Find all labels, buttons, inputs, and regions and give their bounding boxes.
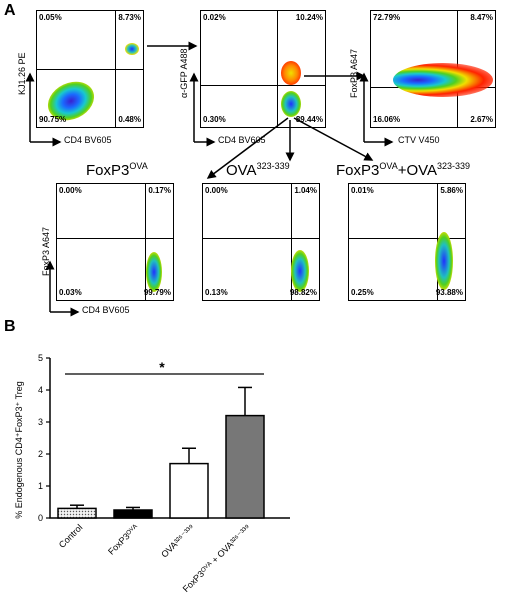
quad-ur: 0.17% [148, 186, 171, 195]
flow-plot-sub3: 0.01% 5.86% 0.25% 93.88% [348, 183, 466, 301]
flow-plot-sub2: 0.00% 1.04% 0.13% 98.82% [202, 183, 320, 301]
quad-lr: 99.79% [143, 288, 171, 297]
subplot-title-ova: OVA323-339 [226, 161, 290, 179]
quad-ul: 0.00% [205, 186, 228, 195]
x-axis-label: CD4 BV605 [82, 305, 130, 315]
panel-a-letter: A [4, 2, 16, 19]
quad-ul: 0.00% [59, 186, 82, 195]
quad-lr: 2.67% [470, 115, 493, 124]
flow-plot-sub1: 0.00% 0.17% 0.03% 99.79% [56, 183, 174, 301]
x-tick-label: Control [57, 522, 85, 550]
significance-star: * [159, 359, 165, 375]
x-axis-label: CD4 BV605 [218, 135, 266, 145]
quad-ur: 5.86% [440, 186, 463, 195]
y-tick-label: 3 [38, 417, 43, 427]
y-axis-label: % Endogenous CD4⁺FoxP3⁺ Treg [14, 381, 24, 519]
y-tick-label: 1 [38, 481, 43, 491]
flow-plot-ctv: 72.79% 8.47% 16.06% 2.67% [370, 10, 496, 128]
cell-population-kj [125, 43, 139, 55]
bar-0 [57, 507, 97, 519]
quad-lr: 93.88% [435, 288, 463, 297]
cell-population [146, 252, 162, 292]
y-tick-label: 5 [38, 353, 43, 363]
quad-ll: 0.30% [203, 115, 226, 124]
quad-ll: 90.75% [39, 115, 67, 124]
flow-plot-gfp: 0.02% 10.24% 0.30% 89.44% [200, 10, 326, 128]
quad-ll: 0.13% [205, 288, 228, 297]
quad-ur: 10.24% [295, 13, 323, 22]
cell-population [435, 232, 453, 290]
quad-ur: 8.73% [118, 13, 141, 22]
quad-lr: 89.44% [295, 115, 323, 124]
cell-population-gfp-neg [281, 91, 301, 117]
bar-3 [225, 414, 265, 519]
quad-lr: 98.82% [289, 288, 317, 297]
quad-ur: 8.47% [470, 13, 493, 22]
y-tick-label: 2 [38, 449, 43, 459]
quad-ur: 1.04% [294, 186, 317, 195]
subplot-title-foxp3ova: FoxP3OVA [86, 161, 148, 179]
flow-plot-kj126: 0.05% 8.73% 90.75% 0.48% [36, 10, 144, 128]
x-tick-label: OVA³²⁶⁻³³⁹ [159, 522, 196, 559]
cell-population-proliferation [393, 63, 493, 97]
panel-b-letter: B [4, 318, 16, 335]
bar-2 [169, 462, 209, 519]
gating-arrows [25, 41, 394, 317]
bar-1 [113, 509, 153, 519]
subplot-title-combo: FoxP3OVA+OVA323-339 [336, 161, 471, 179]
x-axis-label: CD4 BV605 [64, 135, 112, 145]
x-axis-label: CTV V450 [398, 135, 440, 145]
quad-ul: 0.01% [351, 186, 374, 195]
cell-population-gfp-pos [281, 61, 301, 85]
quad-ul: 0.05% [39, 13, 62, 22]
quad-ll: 0.25% [351, 288, 374, 297]
quad-ul: 72.79% [373, 13, 401, 22]
quad-lr: 0.48% [118, 115, 141, 124]
cell-population [291, 250, 309, 292]
quad-ll: 0.03% [59, 288, 82, 297]
y-tick-label: 4 [38, 385, 43, 395]
x-tick-label: FoxP3ᴼⱽᴬ [106, 522, 141, 557]
quad-ul: 0.02% [203, 13, 226, 22]
quad-ll: 16.06% [373, 115, 401, 124]
y-tick-label: 0 [38, 513, 43, 523]
